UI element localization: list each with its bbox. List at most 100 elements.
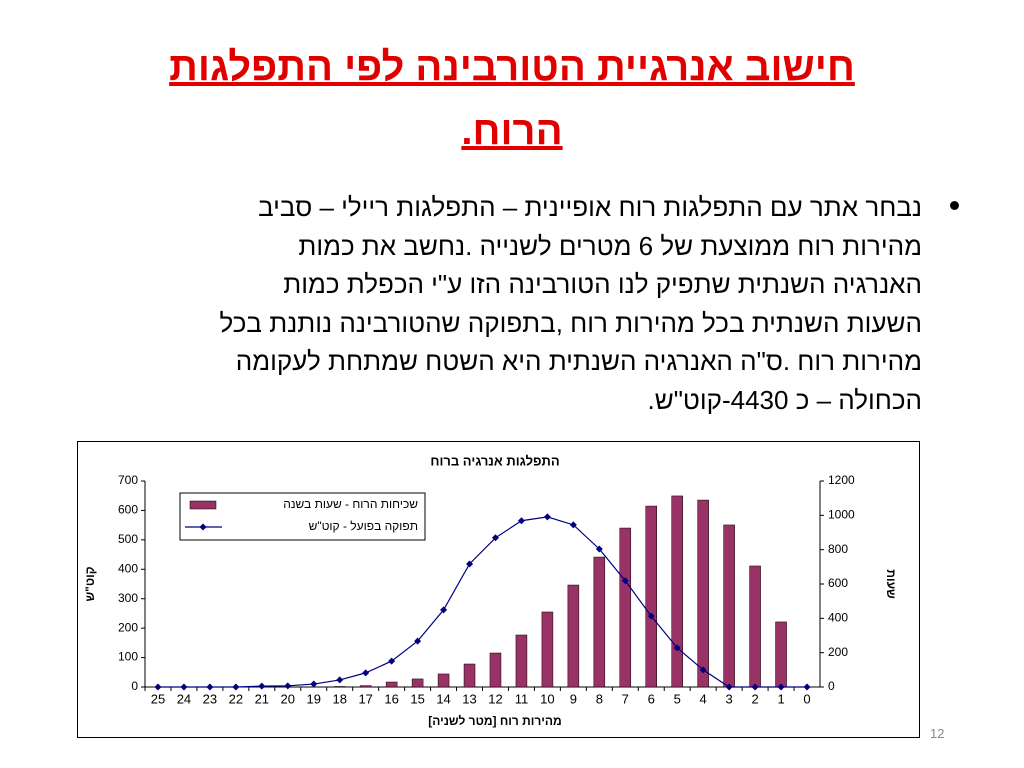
- x-tick-label: 19: [307, 691, 321, 706]
- x-tick-label: 6: [648, 691, 655, 706]
- line: [157, 516, 808, 688]
- bar: [775, 621, 787, 688]
- bar: [411, 678, 424, 688]
- bullet-text: נבחר אתר עם התפלגות רוח אופיינית – התפלג…: [40, 188, 922, 419]
- bullet: [950, 201, 959, 210]
- y2-tick-label: 0: [828, 679, 835, 693]
- x-tick-label: 5: [674, 691, 681, 706]
- bar: [489, 652, 502, 688]
- slide-title: חישוב אנרגיית הטורבינה לפי התפלגות הרוח.: [62, 35, 962, 163]
- marker: [440, 606, 448, 614]
- text-line: נבחר אתר עם התפלגות רוח אופיינית – התפלג…: [258, 192, 922, 222]
- x-tick-label: 1: [777, 691, 784, 706]
- x-tick-label: 17: [358, 691, 372, 706]
- x-tick-label: 12: [488, 691, 502, 706]
- text-line: השעות השנתית בכל מהירות רוח ,בתפוקה שהטו…: [219, 307, 922, 338]
- marker: [414, 637, 422, 645]
- x-tick-label: 9: [570, 691, 577, 706]
- y2-tick-label: 800: [828, 542, 848, 556]
- bar: [515, 634, 528, 688]
- x-tick-label: 20: [281, 691, 295, 706]
- marker: [310, 680, 318, 688]
- x-tick-label: 13: [462, 691, 476, 706]
- marker: [362, 669, 370, 677]
- bar: [463, 663, 476, 688]
- x-tick-label: 8: [596, 691, 603, 706]
- x-tick-label: 14: [436, 691, 450, 706]
- marker: [517, 517, 525, 525]
- x-tick-label: 3: [726, 691, 733, 706]
- bar: [749, 565, 761, 688]
- marker: [803, 683, 811, 691]
- text-line: מהירות רוח ממוצעת של 6 מטרים לשנייה .נחש…: [298, 230, 922, 261]
- y-tick-label: 0: [131, 679, 138, 693]
- y-tick-label: 600: [118, 503, 138, 517]
- x-tick-label: 4: [700, 691, 707, 706]
- y2-tick-label: 1200: [828, 473, 855, 487]
- marker: [336, 676, 344, 684]
- bar: [671, 495, 683, 688]
- chart: התפלגות אנרגיה ברוח מהירות רוח [מטר לשני…: [77, 441, 920, 738]
- x-tick-label: 16: [384, 691, 398, 706]
- y-tick-label: 200: [118, 620, 138, 634]
- slide-number: 12: [930, 726, 945, 741]
- x-tick-label: 15: [410, 691, 424, 706]
- title-line: הרוח.: [461, 109, 563, 153]
- bar: [697, 499, 709, 688]
- y-axis-label: קוט"ש: [83, 566, 97, 601]
- marker: [232, 683, 240, 691]
- x-tick-label: 25: [151, 691, 165, 706]
- y2-tick-label: 1000: [828, 508, 855, 522]
- marker: [206, 683, 214, 691]
- bar: [359, 685, 372, 688]
- marker: [621, 577, 629, 585]
- marker: [284, 682, 292, 690]
- bar: [593, 556, 606, 688]
- marker: [647, 612, 655, 620]
- y-tick-label: 100: [118, 650, 138, 664]
- y2-tick-label: 400: [828, 611, 848, 625]
- marker: [777, 683, 785, 691]
- marker: [751, 683, 759, 691]
- x-tick-label: 11: [515, 691, 529, 706]
- text-line: הכחולה – כ 4430-קוט"ש.: [647, 384, 922, 415]
- marker: [491, 534, 499, 542]
- x-axis-label: מהירות רוח [מטר לשניה]: [428, 714, 561, 728]
- bar: [385, 681, 398, 688]
- bar: [333, 686, 346, 688]
- bar: [567, 584, 580, 688]
- y-tick-label: 300: [118, 591, 138, 605]
- y2-tick-label: 200: [828, 645, 848, 659]
- bar: [723, 524, 735, 688]
- x-tick-label: 21: [255, 691, 269, 706]
- bar: [619, 527, 632, 688]
- legend-label: שכיחות הרוח - שעות בשנה: [283, 497, 418, 511]
- chart-title: התפלגות אנרגיה ברוח: [430, 453, 559, 468]
- marker: [388, 657, 396, 665]
- x-tick-label: 24: [177, 691, 191, 706]
- text-line: האנרגיה השנתית שתפיק לנו הטורבינה הזו ע"…: [283, 269, 922, 299]
- x-tick-label: 2: [751, 691, 758, 706]
- text-line: מהירות רוח .ס"ה האנרגיה השנתית היא השטח …: [235, 346, 922, 376]
- marker: [180, 683, 188, 691]
- y-tick-label: 500: [118, 532, 138, 546]
- x-tick-label: 22: [229, 691, 243, 706]
- bar: [541, 611, 554, 688]
- marker: [258, 682, 266, 690]
- x-tick-label: 0: [803, 691, 810, 706]
- marker: [154, 683, 162, 691]
- legend-label: תפוקה בפועל - קוט"ש: [309, 519, 418, 533]
- x-tick-label: 10: [540, 691, 554, 706]
- legend-marker: [199, 523, 207, 531]
- title-line: חישוב אנרגיית הטורבינה לפי התפלגות: [169, 45, 855, 89]
- legend-swatch: [189, 500, 217, 510]
- x-tick-label: 7: [622, 691, 629, 706]
- marker: [595, 545, 603, 553]
- marker: [543, 513, 551, 521]
- marker: [569, 521, 577, 529]
- y-tick-label: 400: [118, 561, 138, 575]
- x-tick-label: 23: [203, 691, 217, 706]
- bar: [437, 673, 450, 688]
